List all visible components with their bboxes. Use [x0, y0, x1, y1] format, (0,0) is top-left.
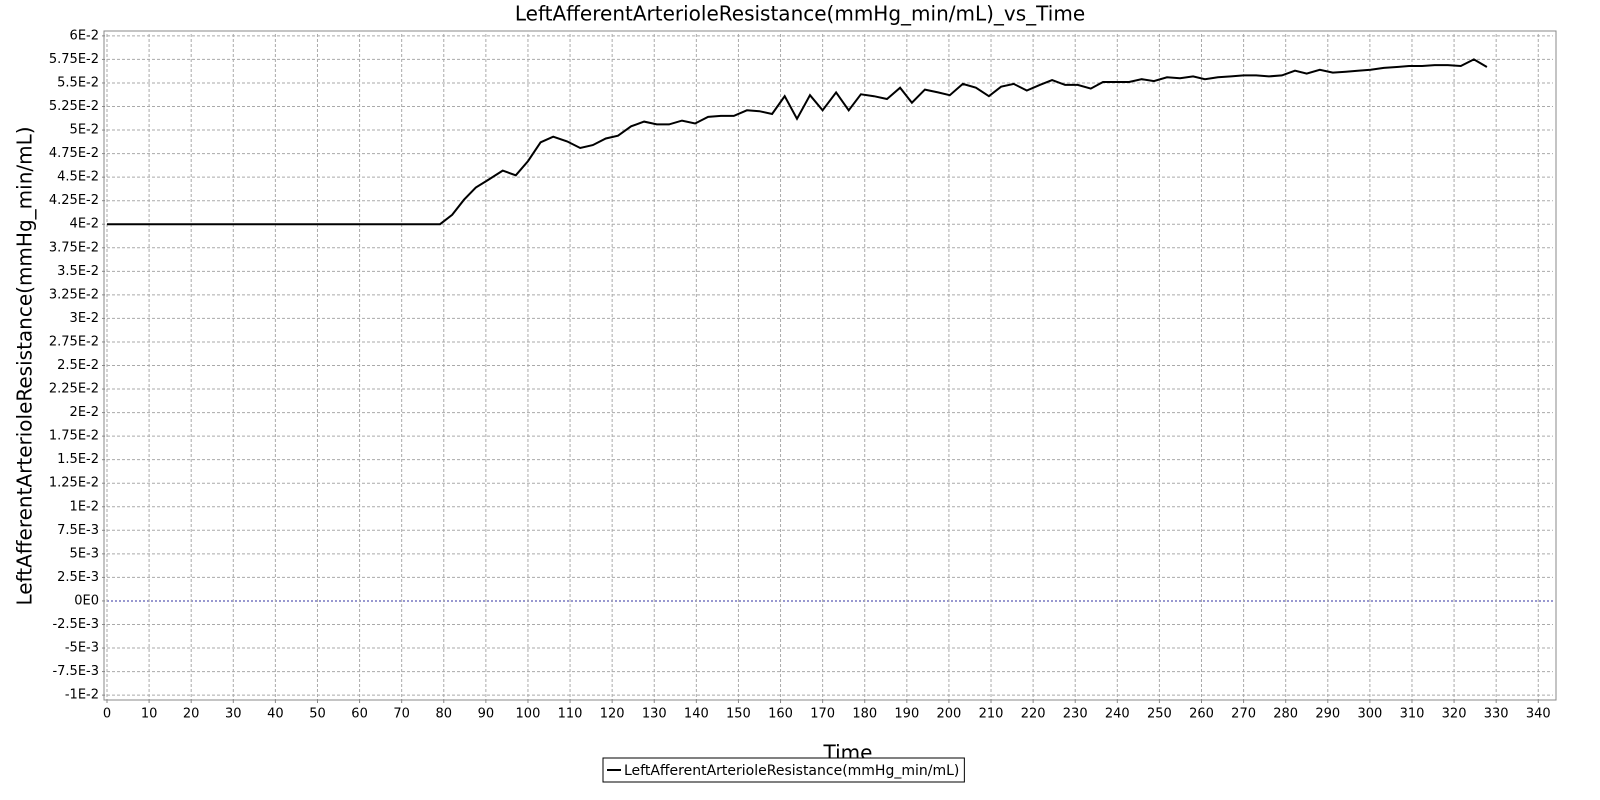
x-tick-label: 50: [309, 707, 326, 722]
x-tick-label: 170: [810, 707, 835, 722]
x-tick-label: 220: [1021, 707, 1046, 722]
legend-box: [602, 757, 965, 783]
x-tick-label: 140: [684, 707, 709, 722]
x-tick-label: 20: [183, 707, 200, 722]
y-tick-label: 4E-2: [70, 217, 99, 232]
y-tick-label: 4.5E-2: [57, 170, 99, 185]
x-tick-label: 80: [435, 707, 452, 722]
x-tick-label: 310: [1400, 707, 1425, 722]
x-tick-label: 40: [267, 707, 284, 722]
y-tick-label: 5E-2: [70, 123, 99, 138]
x-tick-label: 340: [1526, 707, 1551, 722]
y-tick-label: 3.75E-2: [49, 240, 99, 255]
y-tick-label: 4.75E-2: [49, 146, 99, 161]
y-axis-label: LeftAfferentArterioleResistance(mmHg_min…: [13, 126, 37, 605]
y-tick-label: 2.5E-3: [57, 570, 99, 585]
x-tick-label: 200: [937, 707, 962, 722]
x-tick-label: 190: [894, 707, 919, 722]
x-tick-label: 0: [103, 707, 111, 722]
x-tick-label: 30: [225, 707, 242, 722]
y-tick-label: 1.75E-2: [49, 429, 99, 444]
x-tick-label: 150: [726, 707, 751, 722]
x-tick-label: 330: [1484, 707, 1509, 722]
y-tick-label: 0E0: [74, 593, 99, 608]
y-tick-label: 2.5E-2: [57, 358, 99, 373]
data-line: [107, 58, 1488, 226]
y-tick-label: 4.25E-2: [49, 193, 99, 208]
y-tick-label: 5E-3: [70, 546, 99, 561]
x-tick-label: 100: [516, 707, 541, 722]
x-tick-label: 280: [1273, 707, 1298, 722]
x-tick-label: 120: [600, 707, 625, 722]
y-tick-label: 5.25E-2: [49, 99, 99, 114]
y-tick-label: -5E-3: [65, 641, 99, 656]
y-tick-label: 2.75E-2: [49, 334, 99, 349]
y-tick-label: 1.25E-2: [49, 476, 99, 491]
x-tick-label: 270: [1231, 707, 1256, 722]
y-tick-label: 2.25E-2: [49, 382, 99, 397]
y-tick-label: 5.5E-2: [57, 75, 99, 90]
y-tick-label: 3E-2: [70, 311, 99, 326]
x-tick-label: 70: [393, 707, 410, 722]
y-tick-label: 1.5E-2: [57, 452, 99, 467]
y-tick-label: -2.5E-3: [52, 617, 99, 632]
y-tick-label: 3.5E-2: [57, 264, 99, 279]
x-tick-label: 300: [1357, 707, 1382, 722]
x-tick-label: 250: [1147, 707, 1172, 722]
x-tick-label: 210: [979, 707, 1004, 722]
x-tick-label: 180: [852, 707, 877, 722]
x-tick-label: 230: [1063, 707, 1088, 722]
x-tick-label: 240: [1105, 707, 1130, 722]
y-tick-label: 6E-2: [70, 28, 99, 43]
y-tick-label: 5.75E-2: [49, 52, 99, 67]
x-tick-label: 320: [1442, 707, 1467, 722]
x-tick-label: 290: [1315, 707, 1340, 722]
chart-title: LeftAfferentArterioleResistance(mmHg_min…: [515, 2, 1085, 26]
y-tick-label: 7.5E-3: [57, 523, 99, 538]
x-tick-label: 160: [768, 707, 793, 722]
y-tick-label: 2E-2: [70, 405, 99, 420]
x-tick-label: 90: [478, 707, 495, 722]
x-tick-label: 60: [351, 707, 368, 722]
x-tick-label: 260: [1189, 707, 1214, 722]
legend-label: LeftAfferentArterioleResistance(mmHg_min…: [624, 763, 959, 779]
x-tick-label: 10: [141, 707, 158, 722]
y-tick-label: -1E-2: [65, 688, 99, 703]
y-tick-label: 3.25E-2: [49, 287, 99, 302]
x-tick-label: 110: [558, 707, 583, 722]
x-tick-label: 130: [642, 707, 667, 722]
y-tick-label: 1E-2: [70, 499, 99, 514]
y-tick-label: -7.5E-3: [52, 664, 99, 679]
